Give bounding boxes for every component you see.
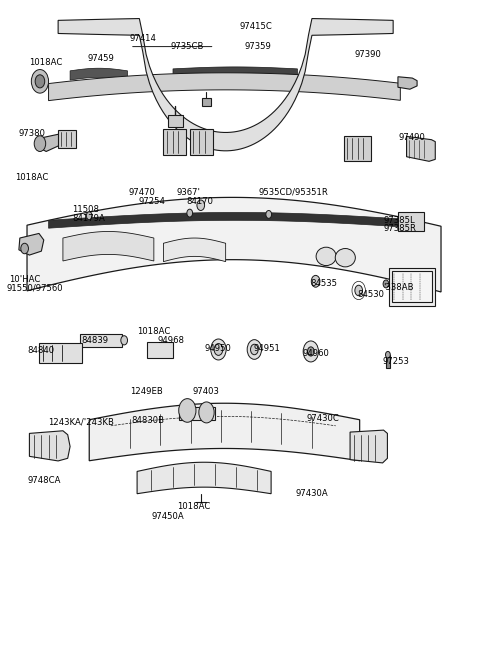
Text: 97450A: 97450A	[152, 512, 184, 520]
Text: 97459: 97459	[88, 54, 115, 63]
Text: 84535: 84535	[311, 279, 338, 288]
Text: 97414: 97414	[130, 34, 157, 43]
Text: 97253: 97253	[383, 357, 409, 366]
Circle shape	[312, 275, 320, 287]
Bar	[386, 355, 390, 368]
Text: 84530: 84530	[357, 290, 384, 299]
Text: 1018AC: 1018AC	[29, 58, 63, 67]
Polygon shape	[63, 231, 154, 261]
Circle shape	[197, 200, 204, 210]
Polygon shape	[350, 430, 387, 463]
Text: 97385R: 97385R	[384, 224, 417, 233]
Bar	[80, 334, 122, 347]
Circle shape	[214, 344, 223, 355]
Text: 1018AC: 1018AC	[137, 327, 170, 336]
Bar	[147, 342, 173, 358]
Polygon shape	[36, 134, 60, 152]
Text: 97359: 97359	[245, 42, 272, 51]
Polygon shape	[398, 77, 417, 89]
Circle shape	[86, 212, 92, 219]
Circle shape	[247, 340, 262, 359]
Text: '338AB: '338AB	[384, 283, 414, 292]
Text: 84840: 84840	[27, 346, 54, 355]
Text: 97254: 97254	[139, 197, 166, 206]
Bar	[398, 212, 424, 231]
Polygon shape	[29, 431, 70, 461]
Bar	[190, 129, 213, 155]
Text: 97403: 97403	[192, 387, 219, 396]
Bar	[39, 343, 82, 363]
Text: 9535CD/95351R: 9535CD/95351R	[258, 188, 328, 196]
Text: 94951: 94951	[253, 344, 280, 353]
Text: 94950: 94950	[204, 344, 231, 353]
Polygon shape	[48, 212, 422, 228]
Text: 94968: 94968	[157, 336, 185, 345]
Circle shape	[251, 344, 258, 355]
Circle shape	[34, 136, 46, 152]
Text: 9367': 9367'	[177, 188, 201, 196]
Text: 1249EB: 1249EB	[130, 387, 163, 396]
Circle shape	[355, 285, 362, 296]
Ellipse shape	[335, 248, 355, 267]
Polygon shape	[70, 68, 128, 80]
Circle shape	[21, 243, 28, 254]
Text: 97430C: 97430C	[306, 415, 339, 424]
Text: 91550/97560: 91550/97560	[6, 283, 63, 292]
Circle shape	[187, 209, 192, 217]
Ellipse shape	[316, 247, 336, 265]
Polygon shape	[173, 67, 298, 79]
Text: 97415C: 97415C	[240, 22, 273, 32]
Text: 9735CB: 9735CB	[170, 42, 204, 51]
Text: 97385L: 97385L	[384, 215, 415, 225]
Bar	[389, 267, 435, 306]
Text: 1018AC: 1018AC	[177, 503, 210, 511]
Circle shape	[383, 280, 389, 288]
Text: 84830B: 84830B	[131, 416, 164, 425]
Text: 10'HAC: 10'HAC	[9, 275, 41, 284]
Circle shape	[385, 351, 390, 358]
Polygon shape	[19, 233, 44, 255]
Text: 97470: 97470	[129, 188, 156, 196]
Text: 1243KA/'243KB: 1243KA/'243KB	[48, 417, 114, 426]
Polygon shape	[137, 463, 271, 493]
Text: 1018AC: 1018AC	[15, 173, 48, 182]
Polygon shape	[48, 73, 400, 101]
Text: 11508: 11508	[72, 205, 99, 214]
Circle shape	[308, 347, 314, 356]
Bar	[202, 98, 211, 106]
Polygon shape	[27, 197, 441, 292]
Bar	[168, 115, 182, 127]
Text: 94960: 94960	[302, 349, 329, 358]
Text: 97490: 97490	[399, 133, 426, 141]
Bar	[58, 130, 76, 148]
Bar	[344, 136, 371, 161]
Polygon shape	[58, 18, 393, 151]
Circle shape	[179, 399, 196, 422]
Bar	[179, 407, 215, 420]
Polygon shape	[163, 238, 226, 261]
Polygon shape	[407, 137, 435, 162]
Circle shape	[199, 402, 214, 423]
Text: 84839: 84839	[81, 336, 108, 345]
Text: 97380: 97380	[19, 129, 46, 137]
Bar	[163, 129, 186, 155]
Text: 84170: 84170	[186, 197, 214, 206]
Bar	[392, 271, 432, 302]
Circle shape	[303, 341, 319, 362]
Text: 97430A: 97430A	[295, 489, 328, 498]
Text: 9748CA: 9748CA	[27, 476, 60, 485]
Circle shape	[266, 210, 272, 218]
Polygon shape	[89, 403, 360, 461]
Circle shape	[211, 339, 226, 360]
Circle shape	[121, 336, 128, 345]
Circle shape	[31, 70, 48, 93]
Text: 97390: 97390	[355, 50, 382, 59]
Circle shape	[35, 75, 45, 88]
Text: 84179A: 84179A	[72, 214, 106, 223]
